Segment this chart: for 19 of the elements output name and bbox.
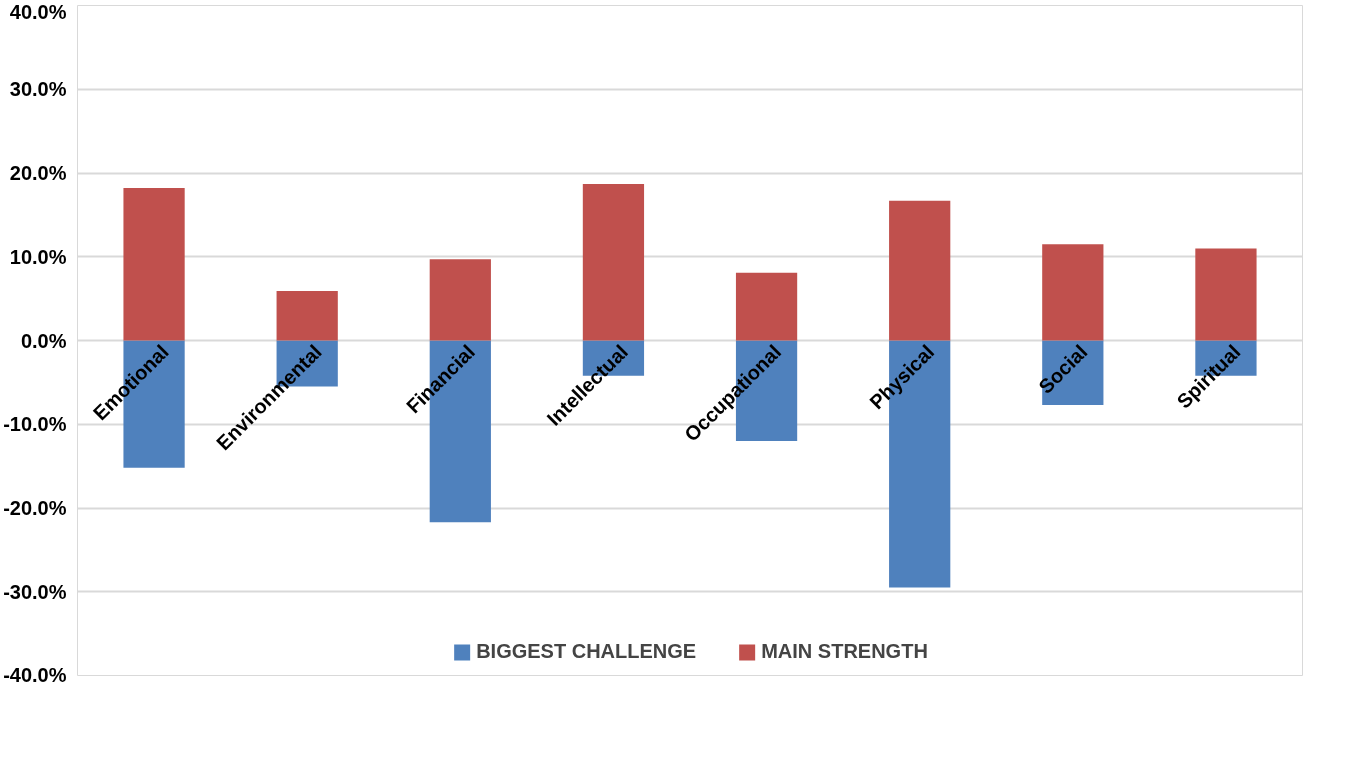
y-tick-label: -40.0%	[3, 663, 67, 686]
y-tick-label: -10.0%	[3, 413, 67, 436]
legend-label: BIGGEST CHALLENGE	[476, 640, 697, 663]
legend-label: MAIN STRENGTH	[761, 640, 928, 663]
y-tick-label: 20.0%	[9, 162, 67, 184]
y-tick-label: -30.0%	[3, 580, 67, 603]
bar	[735, 272, 798, 341]
bar	[582, 183, 645, 341]
bar	[1042, 244, 1104, 341]
bar	[123, 188, 185, 341]
y-tick-label: -20.0%	[3, 497, 67, 519]
bar	[429, 259, 491, 341]
y-tick-label: 40.0%	[9, 0, 67, 23]
bar	[889, 200, 951, 341]
bar	[276, 291, 338, 341]
y-tick-label: 30.0%	[9, 78, 67, 101]
bar	[1195, 248, 1257, 341]
y-tick-label: 10.0%	[9, 245, 67, 268]
y-tick-label: 0.0%	[20, 329, 67, 352]
